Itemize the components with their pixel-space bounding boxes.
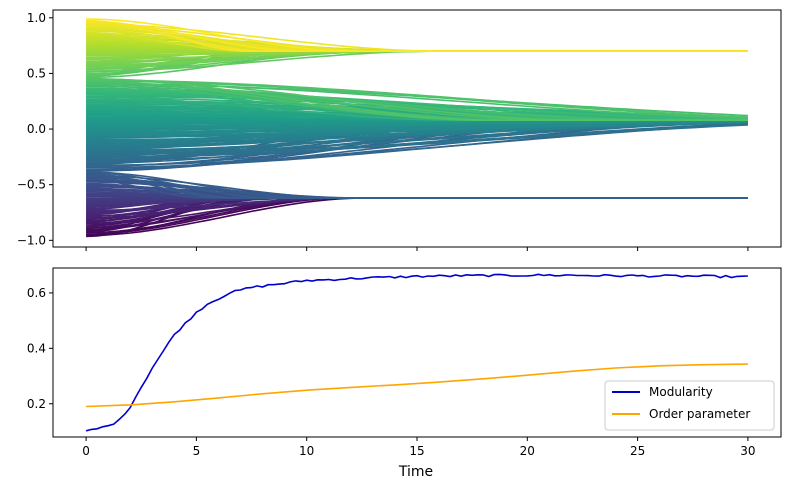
legend-label-modularity: Modularity: [649, 385, 713, 399]
y-tick-label: 0.2: [27, 397, 46, 411]
x-tick-label: 10: [299, 444, 314, 458]
x-tick-label: 15: [409, 444, 424, 458]
trajectory-line: [86, 79, 748, 118]
metric-lines: [85, 273, 748, 432]
bottom-chart-panel: 0 5 10 15 20 25 30 0.2 0.4 0.6 Time Modularity O…: [27, 267, 782, 480]
top-chart-panel: −1.0 −0.5 0.0 0.5 1.0: [17, 9, 782, 251]
trajectory-line: [86, 77, 748, 121]
trajectory-line: [86, 123, 748, 156]
order-parameter-line: [86, 363, 748, 408]
modularity-line: [85, 273, 748, 432]
trajectory-line: [86, 121, 748, 136]
x-tick-label: 0: [82, 444, 90, 458]
bottom-x-ticks: 0 5 10 15 20 25 30: [82, 437, 756, 458]
trajectory-lines: [86, 18, 748, 238]
y-tick-label: −1.0: [17, 233, 46, 247]
x-tick-label: 20: [520, 444, 535, 458]
y-tick-label: −0.5: [17, 178, 46, 192]
x-tick-label: 5: [193, 444, 201, 458]
y-tick-label: 0.6: [27, 286, 46, 300]
y-tick-label: 1.0: [27, 11, 46, 25]
y-tick-label: 0.5: [27, 66, 46, 80]
legend-label-order-parameter: Order parameter: [649, 407, 750, 421]
x-tick-label: 30: [740, 444, 755, 458]
legend: Modularity Order parameter: [604, 380, 775, 431]
trajectory-line: [86, 171, 748, 199]
y-tick-label: 0.0: [27, 122, 46, 136]
y-tick-label: 0.4: [27, 341, 46, 355]
trajectory-line: [86, 18, 748, 52]
top-x-ticks: [85, 247, 749, 251]
trajectory-line: [86, 88, 748, 121]
bottom-y-ticks: 0.2 0.4 0.6: [27, 286, 53, 411]
x-axis-label: Time: [398, 464, 433, 480]
x-tick-label: 25: [630, 444, 645, 458]
legend-box: [604, 380, 775, 431]
top-y-ticks: −1.0 −0.5 0.0 0.5 1.0: [17, 11, 53, 247]
